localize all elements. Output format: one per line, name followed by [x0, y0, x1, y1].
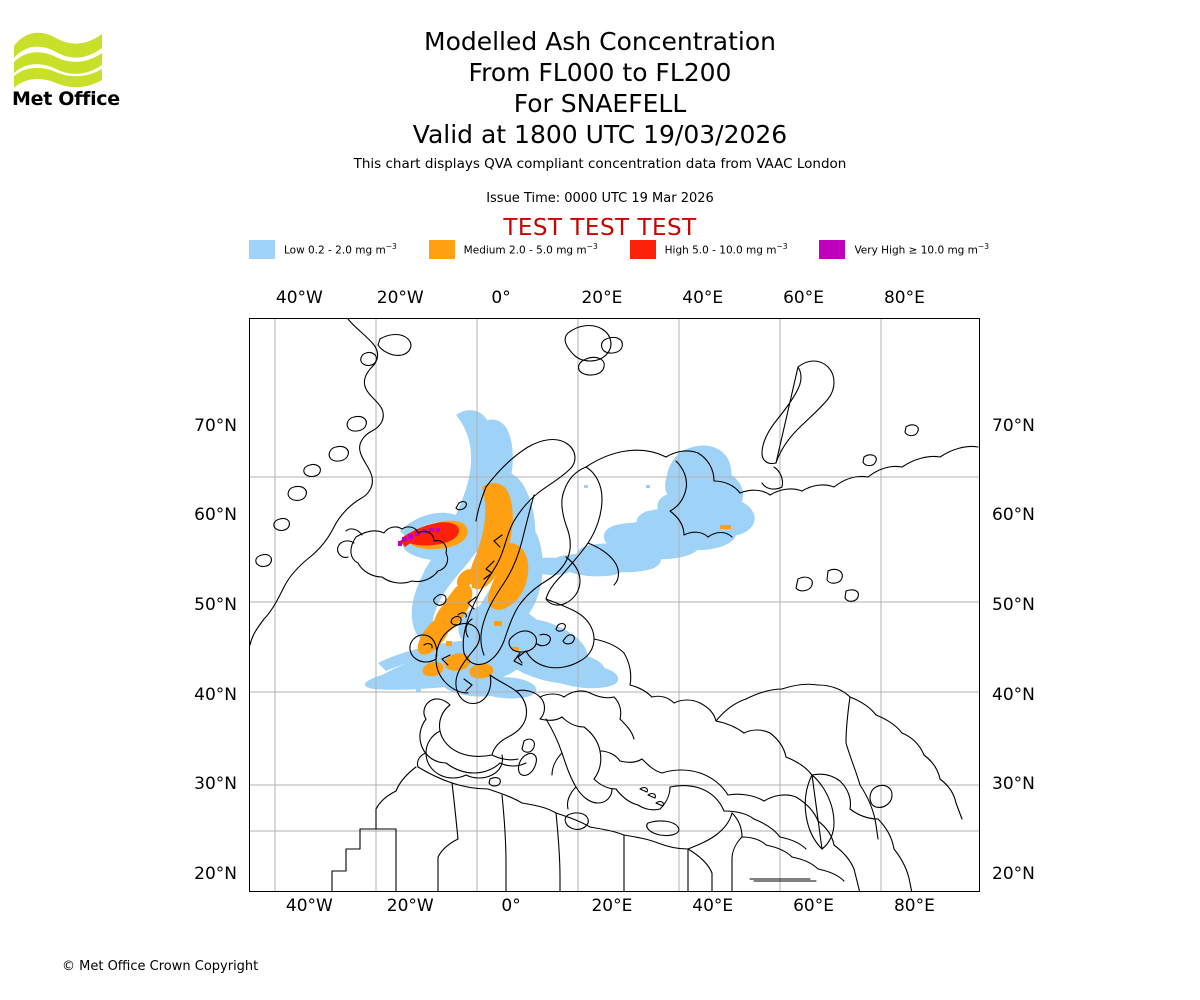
chart-subtitle: This chart displays QVA compliant concen…	[353, 156, 847, 172]
legend-item-very-high: Very High ≥ 10.0 mg m−3	[819, 240, 989, 259]
lat-tick-left: 50°N	[194, 595, 237, 615]
lat-tick-left: 40°N	[194, 684, 237, 705]
lat-tick-left: 70°N	[194, 415, 237, 436]
lon-tick-bottom: 60°E	[793, 896, 834, 916]
legend-item-high: High 5.0 - 10.0 mg m−3	[629, 240, 788, 259]
map-container: 40°W 40°W 20°W 20°W 0° 0° 20°E 20°E 40°E 40°E 60°E…	[194, 288, 1035, 916]
met-office-waves-icon	[14, 32, 102, 88]
lat-tick-right: 60°N	[992, 505, 1035, 526]
legend-swatch-low	[249, 240, 275, 259]
valid-time-line: Valid at 1800 UTC 19/03/2026	[412, 120, 788, 149]
flight-level-line: From FL000 to FL200	[468, 58, 732, 87]
page-title: Modelled Ash Concentration	[424, 27, 776, 56]
lon-tick-top: 40°E	[682, 288, 724, 308]
test-banner: TEST TEST TEST	[503, 215, 697, 241]
lat-tick-left: 60°N	[194, 505, 237, 526]
lon-tick-top: 20°E	[581, 288, 623, 308]
lon-tick-bottom: 20°W	[386, 896, 434, 916]
lon-tick-top: 80°E	[883, 288, 925, 308]
legend-swatch-medium	[428, 240, 455, 259]
lat-tick-left: 20°N	[194, 864, 237, 885]
legend-label-very-high: Very High ≥ 10.0 mg m−3	[854, 242, 989, 257]
lon-tick-bottom: 20°E	[591, 896, 633, 916]
legend-item-medium: Medium 2.0 - 5.0 mg m−3	[428, 240, 598, 259]
lon-tick-top: 20°W	[376, 288, 424, 308]
lon-tick-bottom: 40°W	[285, 896, 333, 916]
lat-tick-right: 50°N	[992, 595, 1035, 615]
lon-tick-top: 60°E	[783, 288, 824, 308]
map-svg	[250, 319, 979, 891]
lon-tick-bottom: 40°E	[692, 896, 734, 916]
legend-item-low: Low 0.2 - 2.0 mg m−3	[249, 240, 397, 259]
lat-tick-right: 30°N	[992, 774, 1035, 795]
map-plot-area	[249, 318, 980, 892]
lon-tick-top: 40°W	[275, 288, 323, 308]
lat-tick-right: 40°N	[992, 684, 1035, 705]
lat-tick-right: 70°N	[992, 415, 1035, 436]
copyright-notice: © Met Office Crown Copyright	[62, 959, 259, 974]
coastline-layer	[250, 319, 979, 891]
legend-label-low: Low 0.2 - 2.0 mg m−3	[284, 242, 397, 257]
ash-band-low	[364, 410, 755, 699]
met-office-wordmark: Met Office	[12, 88, 120, 110]
chart-title-block: Modelled Ash Concentration From FL000 to…	[0, 26, 1200, 150]
legend-label-high: High 5.0 - 10.0 mg m−3	[664, 242, 788, 257]
lon-tick-top: 0°	[491, 288, 511, 308]
issue-time-label: Issue Time: 0000 UTC 19 Mar 2026	[486, 191, 714, 206]
concentration-legend: Low 0.2 - 2.0 mg m−3 Medium 2.0 - 5.0 mg …	[249, 240, 989, 259]
legend-swatch-high	[629, 240, 656, 259]
met-office-logo: Met Office	[12, 24, 122, 114]
volcano-name-line: For SNAEFELL	[513, 89, 687, 118]
lon-tick-bottom: 80°E	[893, 896, 935, 916]
legend-label-medium: Medium 2.0 - 5.0 mg m−3	[463, 242, 598, 257]
ash-plume-layer	[364, 410, 755, 699]
lat-tick-left: 30°N	[194, 774, 237, 795]
legend-swatch-very-high	[819, 240, 846, 259]
lon-tick-bottom: 0°	[501, 896, 521, 916]
lat-tick-right: 20°N	[992, 864, 1035, 885]
